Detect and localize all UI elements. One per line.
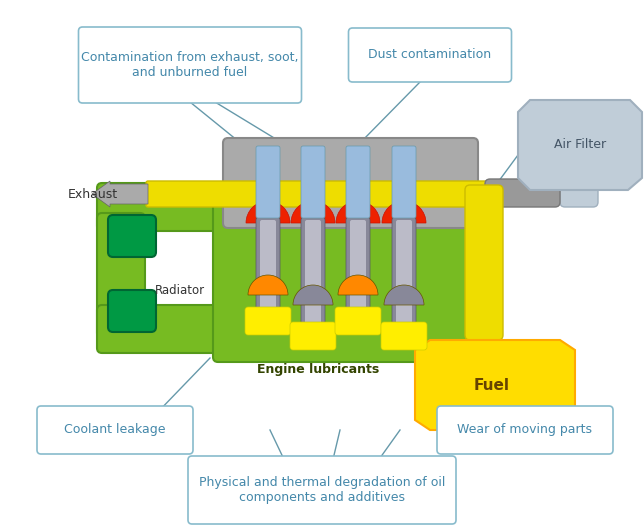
Text: Radiator: Radiator — [155, 284, 205, 297]
Text: Fuel: Fuel — [474, 378, 510, 392]
FancyBboxPatch shape — [560, 181, 598, 207]
FancyBboxPatch shape — [97, 213, 145, 338]
FancyArrow shape — [92, 181, 148, 207]
FancyBboxPatch shape — [188, 456, 456, 524]
FancyBboxPatch shape — [392, 217, 416, 328]
FancyBboxPatch shape — [301, 146, 325, 218]
FancyBboxPatch shape — [146, 181, 502, 207]
FancyBboxPatch shape — [213, 190, 488, 362]
Wedge shape — [338, 275, 378, 295]
FancyBboxPatch shape — [245, 307, 291, 335]
FancyBboxPatch shape — [260, 220, 276, 324]
Wedge shape — [293, 285, 333, 305]
Text: Air Filter: Air Filter — [554, 138, 606, 152]
FancyBboxPatch shape — [305, 220, 321, 324]
Wedge shape — [246, 201, 290, 223]
FancyBboxPatch shape — [79, 27, 301, 103]
Wedge shape — [384, 285, 424, 305]
FancyBboxPatch shape — [350, 220, 366, 324]
FancyBboxPatch shape — [301, 217, 325, 328]
FancyBboxPatch shape — [346, 217, 370, 328]
Text: Physical and thermal degradation of oil
components and additives: Physical and thermal degradation of oil … — [199, 476, 445, 504]
FancyBboxPatch shape — [290, 322, 336, 350]
FancyBboxPatch shape — [108, 290, 156, 332]
Wedge shape — [336, 201, 380, 223]
FancyBboxPatch shape — [97, 305, 225, 353]
Polygon shape — [415, 340, 575, 430]
FancyBboxPatch shape — [437, 406, 613, 454]
Text: Dust contamination: Dust contamination — [368, 49, 491, 61]
Text: Coolant leakage: Coolant leakage — [64, 423, 166, 437]
FancyBboxPatch shape — [223, 138, 478, 228]
FancyBboxPatch shape — [485, 179, 560, 207]
FancyBboxPatch shape — [346, 146, 370, 218]
Wedge shape — [291, 201, 335, 223]
FancyBboxPatch shape — [392, 146, 416, 218]
FancyBboxPatch shape — [256, 146, 280, 218]
Wedge shape — [382, 201, 426, 223]
FancyBboxPatch shape — [97, 183, 225, 231]
Polygon shape — [518, 100, 642, 190]
Text: Engine lubricants: Engine lubricants — [257, 363, 379, 376]
Text: Contamination from exhaust, soot,
and unburned fuel: Contamination from exhaust, soot, and un… — [81, 51, 299, 79]
FancyBboxPatch shape — [108, 215, 156, 257]
Text: Wear of moving parts: Wear of moving parts — [457, 423, 592, 437]
FancyBboxPatch shape — [256, 217, 280, 328]
FancyBboxPatch shape — [381, 322, 427, 350]
FancyBboxPatch shape — [335, 307, 381, 335]
FancyBboxPatch shape — [348, 28, 511, 82]
FancyBboxPatch shape — [396, 220, 412, 324]
Text: Exhaust: Exhaust — [68, 187, 118, 201]
FancyBboxPatch shape — [37, 406, 193, 454]
FancyBboxPatch shape — [465, 185, 503, 340]
Wedge shape — [248, 275, 288, 295]
